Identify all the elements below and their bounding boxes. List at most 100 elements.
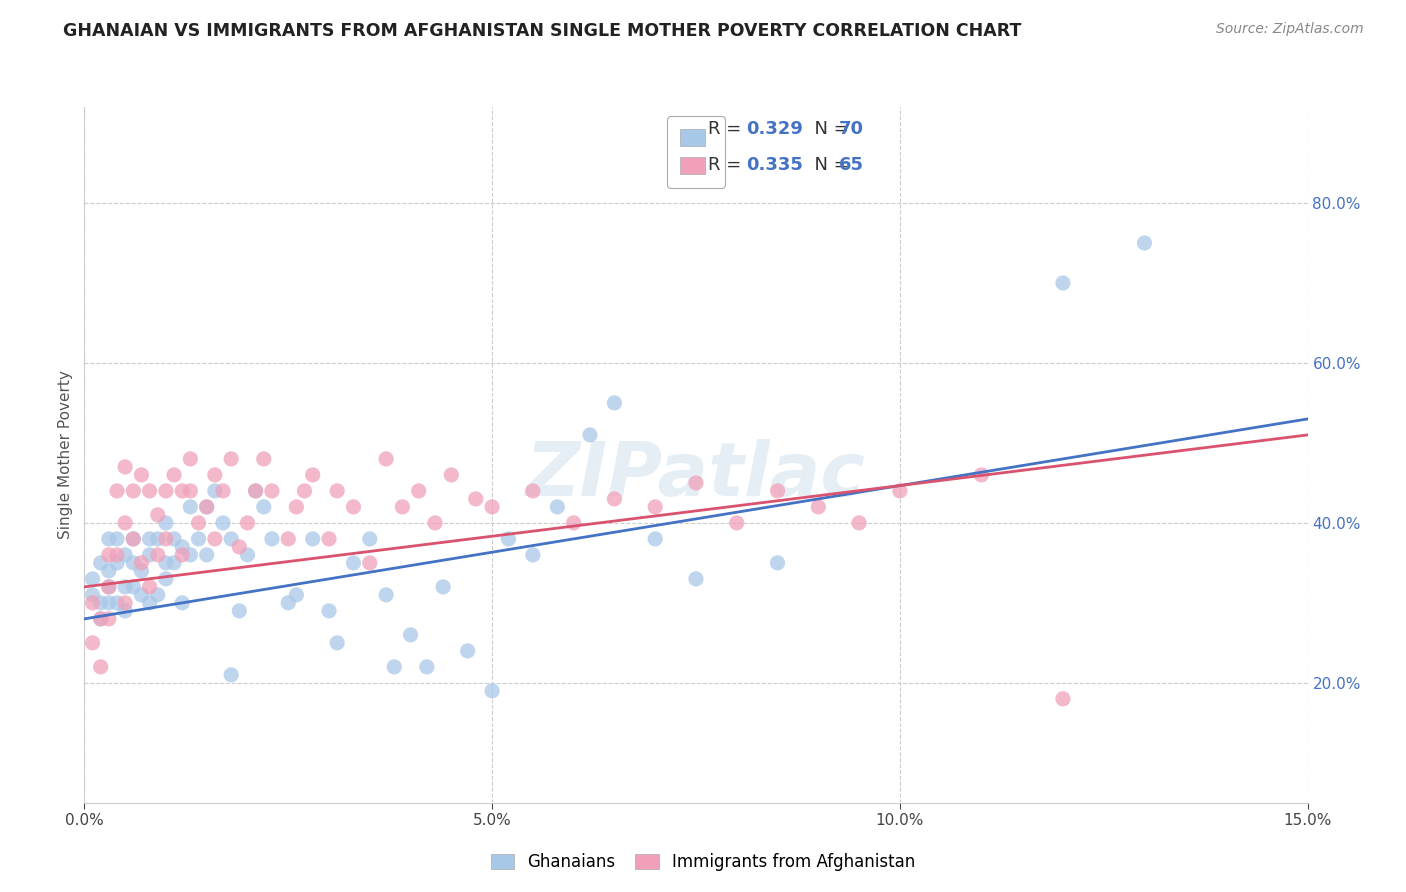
Point xyxy=(481,500,503,514)
Point xyxy=(644,500,666,514)
Point xyxy=(359,532,381,546)
Text: Source: ZipAtlas.com: Source: ZipAtlas.com xyxy=(1216,22,1364,37)
Point xyxy=(522,548,544,562)
Point xyxy=(114,580,136,594)
Point xyxy=(245,483,267,498)
Point xyxy=(236,548,259,562)
Point xyxy=(146,532,169,546)
Point xyxy=(138,548,160,562)
Point xyxy=(131,467,153,482)
Point xyxy=(90,612,112,626)
Point xyxy=(105,548,128,562)
Point xyxy=(416,660,439,674)
Point xyxy=(122,483,145,498)
Point xyxy=(155,483,177,498)
Point xyxy=(131,564,153,578)
Point xyxy=(179,451,201,466)
Point xyxy=(277,596,299,610)
Point xyxy=(260,532,283,546)
Point xyxy=(179,548,201,562)
Point xyxy=(579,428,602,442)
Point xyxy=(382,660,405,674)
Point xyxy=(172,596,194,610)
Point xyxy=(391,500,413,514)
Point xyxy=(179,483,201,498)
Point xyxy=(301,532,323,546)
Point xyxy=(1052,691,1074,706)
Point xyxy=(105,483,128,498)
Point xyxy=(301,467,323,482)
Point xyxy=(155,516,177,530)
Point xyxy=(187,532,209,546)
Point xyxy=(236,516,259,530)
Point xyxy=(122,556,145,570)
Point xyxy=(105,532,128,546)
Point xyxy=(114,604,136,618)
Point xyxy=(131,588,153,602)
Point xyxy=(212,516,235,530)
Point xyxy=(155,572,177,586)
Point xyxy=(163,467,186,482)
Point xyxy=(342,500,364,514)
Point xyxy=(685,572,707,586)
Point xyxy=(423,516,446,530)
Point xyxy=(399,628,422,642)
Point xyxy=(260,483,283,498)
Point xyxy=(122,532,145,546)
Point xyxy=(562,516,585,530)
Point xyxy=(204,483,226,498)
Point xyxy=(131,556,153,570)
Point xyxy=(294,483,316,498)
Point xyxy=(219,532,242,546)
Y-axis label: Single Mother Poverty: Single Mother Poverty xyxy=(58,370,73,540)
Point xyxy=(82,636,104,650)
Point xyxy=(163,532,186,546)
Point xyxy=(522,483,544,498)
Point xyxy=(138,532,160,546)
Point xyxy=(187,516,209,530)
Point xyxy=(82,596,104,610)
Point xyxy=(375,588,398,602)
Point xyxy=(546,500,568,514)
Point xyxy=(685,475,707,490)
Point xyxy=(440,467,463,482)
Point xyxy=(603,396,626,410)
Point xyxy=(195,548,218,562)
Point xyxy=(146,508,169,522)
Point xyxy=(285,500,308,514)
Point xyxy=(195,500,218,514)
Point xyxy=(285,588,308,602)
Point xyxy=(375,451,398,466)
Point xyxy=(195,500,218,514)
Legend: Ghanaians, Immigrants from Afghanistan: Ghanaians, Immigrants from Afghanistan xyxy=(482,845,924,880)
Point xyxy=(848,516,870,530)
Point xyxy=(318,532,340,546)
Point xyxy=(172,540,194,554)
Point xyxy=(105,596,128,610)
Point xyxy=(122,580,145,594)
Point xyxy=(219,451,242,466)
Point xyxy=(90,660,112,674)
Point xyxy=(1133,235,1156,250)
Text: N =: N = xyxy=(803,120,855,137)
Point xyxy=(114,548,136,562)
Point xyxy=(766,483,789,498)
Point xyxy=(359,556,381,570)
Point xyxy=(97,580,120,594)
Point xyxy=(277,532,299,546)
Point xyxy=(97,596,120,610)
Point xyxy=(90,556,112,570)
Point xyxy=(97,548,120,562)
Point xyxy=(326,483,349,498)
Point xyxy=(204,532,226,546)
Text: GHANAIAN VS IMMIGRANTS FROM AFGHANISTAN SINGLE MOTHER POVERTY CORRELATION CHART: GHANAIAN VS IMMIGRANTS FROM AFGHANISTAN … xyxy=(63,22,1022,40)
Text: R =: R = xyxy=(707,120,747,137)
Point xyxy=(138,580,160,594)
Text: N =: N = xyxy=(803,155,855,174)
Point xyxy=(105,556,128,570)
Text: R =: R = xyxy=(707,155,747,174)
Point xyxy=(245,483,267,498)
Point xyxy=(498,532,520,546)
Point xyxy=(408,483,430,498)
Point xyxy=(90,596,112,610)
